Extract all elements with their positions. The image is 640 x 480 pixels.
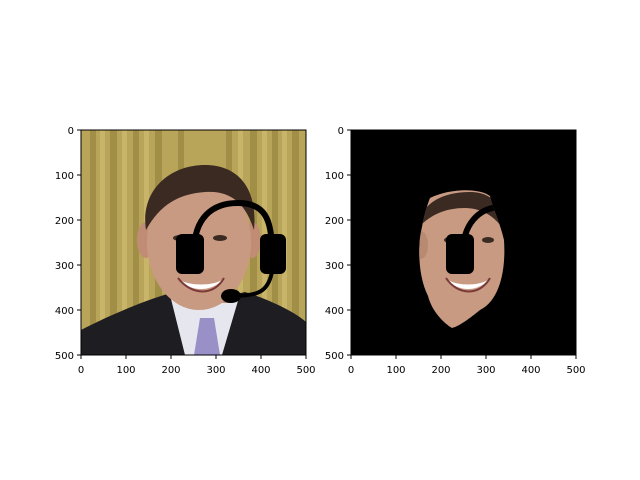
y-tick-label: 500 xyxy=(325,351,344,362)
y-tick-label: 0 xyxy=(338,126,344,137)
x-tick-label: 400 xyxy=(251,365,270,376)
left-x-axis: 0 100 200 300 400 500 xyxy=(78,355,316,376)
right-axes-frame xyxy=(350,129,577,356)
x-tick-label: 200 xyxy=(161,365,180,376)
left-axes-frame xyxy=(80,129,307,356)
y-tick-label: 200 xyxy=(55,216,74,227)
tie xyxy=(194,318,220,355)
x-tick-label: 300 xyxy=(476,365,495,376)
left-y-axis: 0 100 200 300 400 500 xyxy=(55,126,81,362)
y-tick-label: 300 xyxy=(55,261,74,272)
left-image-panel: 0 100 200 300 400 500 0 100 200 300 400 500 xyxy=(55,126,316,376)
y-tick-label: 200 xyxy=(325,216,344,227)
x-tick-label: 0 xyxy=(348,365,354,376)
y-tick-label: 0 xyxy=(68,126,74,137)
x-tick-label: 0 xyxy=(78,365,84,376)
x-tick-label: 100 xyxy=(386,365,405,376)
x-tick-label: 400 xyxy=(521,365,540,376)
y-tick-label: 400 xyxy=(55,306,74,317)
x-tick-label: 500 xyxy=(296,365,315,376)
y-tick-label: 100 xyxy=(325,171,344,182)
x-tick-label: 300 xyxy=(206,365,225,376)
right-x-axis: 0 100 200 300 400 500 xyxy=(348,355,586,376)
x-tick-label: 100 xyxy=(116,365,135,376)
right-y-axis: 0 100 200 300 400 500 xyxy=(325,126,351,362)
y-tick-label: 300 xyxy=(325,261,344,272)
x-tick-label: 200 xyxy=(431,365,450,376)
x-tick-label: 500 xyxy=(566,365,585,376)
left-photo xyxy=(81,130,306,355)
right-image-panel: 0 100 200 300 400 500 0 100 200 300 400 500 xyxy=(325,126,586,376)
headset-icon xyxy=(176,199,286,303)
y-tick-label: 400 xyxy=(325,306,344,317)
y-tick-label: 100 xyxy=(55,171,74,182)
y-tick-label: 500 xyxy=(55,351,74,362)
hair xyxy=(145,165,255,230)
right-photo xyxy=(351,130,576,355)
